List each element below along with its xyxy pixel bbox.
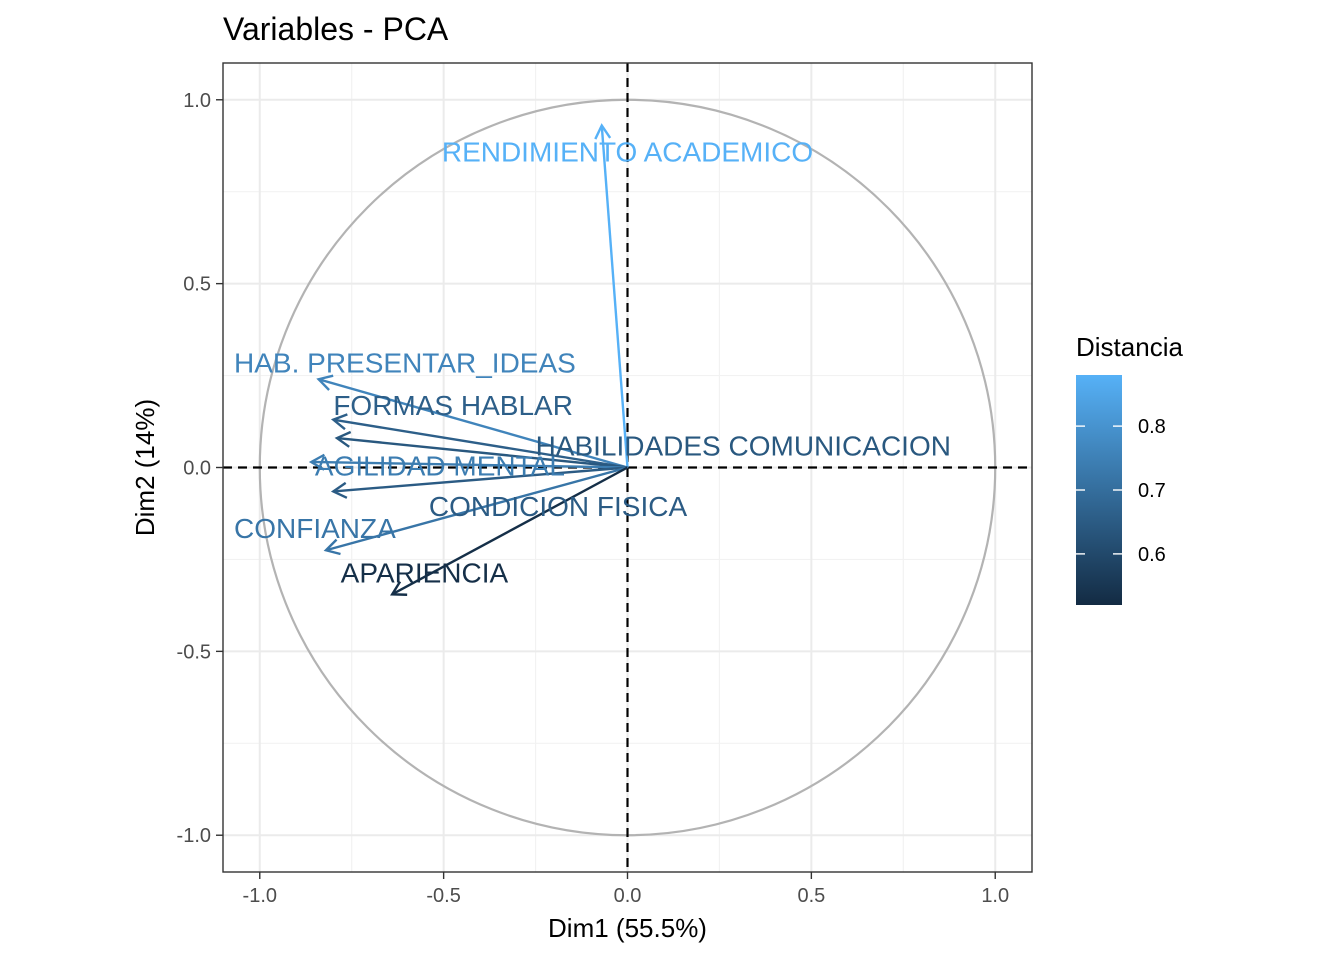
variable-arrowhead [330, 413, 348, 431]
legend-tick-label: 0.8 [1138, 416, 1166, 438]
variable-label: HABILIDADES COMUNICACION [536, 430, 951, 461]
variable-arrowhead [594, 123, 612, 140]
variable-label: CONDICION FISICA [429, 491, 688, 522]
legend-tick-label: 0.6 [1138, 544, 1166, 566]
variable-arrowhead [316, 374, 334, 391]
variable-label: AGILIDAD MENTAL [315, 451, 565, 482]
x-tick-label: 1.0 [981, 885, 1009, 907]
variable-arrow-line [391, 466, 629, 596]
variable-label: HAB. PRESENTAR_IDEAS [234, 348, 576, 379]
variable-arrow-line [311, 460, 628, 469]
y-tick-label: -0.5 [177, 641, 211, 663]
variable-arrowhead [390, 580, 408, 596]
chart-title: Variables - PCA [223, 11, 449, 47]
variable-arrowhead [323, 538, 341, 556]
variable-arrow-line [336, 436, 628, 469]
variable-arrowhead [330, 481, 348, 499]
variable-labels: RENDIMIENTO ACADEMICO HAB. PRESENTAR_IDEA… [234, 136, 951, 588]
legend-tick-label: 0.7 [1138, 480, 1166, 502]
variable-arrowhead [334, 430, 352, 448]
variable-arrow-line [318, 378, 628, 469]
variable-arrows [308, 123, 629, 596]
y-tick-label: 0.5 [183, 274, 211, 296]
variable-label: RENDIMIENTO ACADEMICO [442, 136, 813, 167]
legend-title: Distancia [1076, 332, 1183, 362]
y-tick-label: 1.0 [183, 90, 211, 112]
x-axis-ticks: -1.0 -0.5 0.0 0.5 1.0 [243, 872, 1009, 907]
y-axis-title: Dim2 (14%) [130, 399, 160, 536]
variable-arrow-line [333, 418, 628, 469]
x-tick-label: 0.0 [614, 885, 642, 907]
variable-arrowhead [308, 453, 325, 471]
x-tick-label: -1.0 [243, 885, 277, 907]
variable-label: FORMAS HABLAR [333, 390, 573, 421]
x-axis-title: Dim1 (55.5%) [548, 913, 707, 943]
variable-arrow-line [600, 125, 629, 468]
legend: Distancia 0.6 0.7 0.8 [1076, 332, 1183, 605]
y-tick-label: -1.0 [177, 825, 211, 847]
variable-label: APARIENCIA [341, 557, 509, 588]
y-tick-label: 0.0 [183, 458, 211, 480]
variable-arrow-line [333, 466, 628, 493]
y-axis-ticks: -1.0 -0.5 0.0 0.5 1.0 [177, 90, 223, 847]
variable-label: CONFIANZA [234, 513, 396, 544]
x-tick-label: -0.5 [426, 885, 460, 907]
legend-ticks: 0.6 0.7 0.8 [1076, 416, 1166, 566]
x-tick-label: 0.5 [797, 885, 825, 907]
variable-arrow-line [325, 466, 628, 552]
